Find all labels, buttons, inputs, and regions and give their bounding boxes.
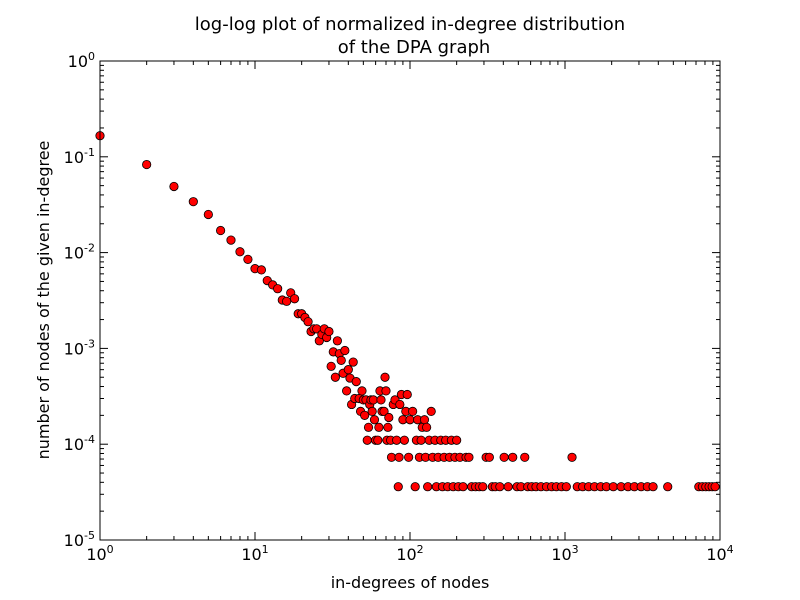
- data-point: [226, 235, 236, 245]
- data-point: [422, 422, 432, 432]
- data-point: [395, 399, 405, 410]
- data-point: [351, 377, 361, 387]
- data-point: [256, 265, 267, 275]
- data-point: [405, 415, 415, 425]
- data-point: [495, 482, 505, 492]
- data-point: [399, 435, 409, 445]
- y-tick-label: 10-4: [64, 433, 95, 454]
- data-point: [357, 386, 367, 396]
- data-point: [203, 209, 213, 220]
- data-point: [561, 482, 571, 492]
- data-point: [362, 435, 372, 445]
- data-point: [303, 317, 313, 327]
- y-tick-label: 10-5: [64, 529, 95, 550]
- data-point: [376, 395, 386, 405]
- data-point: [402, 389, 412, 400]
- data-point: [416, 435, 426, 445]
- data-point: [384, 412, 394, 423]
- data-point: [608, 482, 618, 492]
- data-point: [142, 159, 152, 170]
- data-point: [392, 435, 402, 445]
- data-point: [381, 386, 391, 396]
- data-point: [408, 406, 418, 416]
- data-point: [383, 422, 393, 432]
- data-point: [273, 284, 283, 294]
- y-tick-label: 10-2: [64, 242, 95, 263]
- data-point: [373, 435, 383, 445]
- data-point: [567, 452, 577, 462]
- data-point: [243, 254, 253, 264]
- x-tick-label: 102: [396, 543, 423, 564]
- data-point: [216, 225, 226, 236]
- data-point: [426, 406, 436, 416]
- y-tick-label: 10-1: [64, 146, 95, 167]
- data-point: [324, 326, 334, 337]
- data-point: [452, 435, 462, 445]
- data-point: [340, 345, 350, 356]
- data-point: [282, 296, 292, 306]
- data-point: [394, 452, 404, 462]
- data-point: [169, 181, 179, 192]
- data-point: [367, 406, 377, 416]
- data-point: [342, 386, 352, 396]
- data-point: [368, 395, 378, 405]
- x-tick-label: 103: [551, 543, 578, 564]
- data-point: [484, 452, 494, 462]
- y-tick-label: 100: [68, 50, 95, 71]
- x-tick-label: 100: [86, 543, 113, 564]
- x-tick-label: 104: [706, 543, 733, 564]
- data-point: [363, 422, 374, 432]
- data-point: [520, 452, 530, 462]
- data-point: [648, 482, 658, 492]
- data-point: [369, 415, 380, 425]
- data-point: [393, 482, 403, 492]
- data-point: [423, 482, 433, 492]
- data-point: [503, 482, 513, 492]
- data-point: [379, 406, 389, 416]
- data-point: [289, 294, 300, 304]
- data-point: [336, 355, 346, 365]
- data-point: [360, 410, 370, 420]
- data-point: [348, 357, 358, 367]
- data-point: [419, 415, 430, 425]
- data-point: [380, 372, 390, 382]
- data-point: [374, 422, 384, 432]
- y-axis-label: number of nodes of the given in-degree: [34, 141, 53, 460]
- data-point: [464, 452, 474, 462]
- x-axis-label: in-degrees of nodes: [331, 573, 490, 592]
- data-point: [235, 247, 245, 257]
- data-point: [458, 482, 468, 492]
- data-point: [410, 482, 420, 492]
- data-point: [478, 482, 488, 492]
- data-point: [326, 361, 336, 371]
- data-point: [499, 452, 509, 462]
- data-point: [330, 372, 340, 382]
- data-point: [332, 336, 342, 346]
- data-point: [188, 197, 198, 207]
- scatter-points: [95, 131, 720, 492]
- data-point: [508, 452, 518, 462]
- chart-title-line-1: log-log plot of normalized in-degree dis…: [195, 14, 625, 35]
- y-tick-label: 10-3: [64, 337, 95, 358]
- chart-title-line-2: of the DPA graph: [338, 37, 491, 58]
- data-point: [404, 452, 414, 462]
- data-point: [663, 482, 673, 492]
- data-point: [710, 482, 720, 492]
- x-tick-label: 101: [241, 543, 268, 564]
- data-point: [343, 365, 353, 375]
- axis-ticks: 100 101 102 103 104 100 10-1 10-2 10-3 10-4 10-5: [64, 50, 734, 564]
